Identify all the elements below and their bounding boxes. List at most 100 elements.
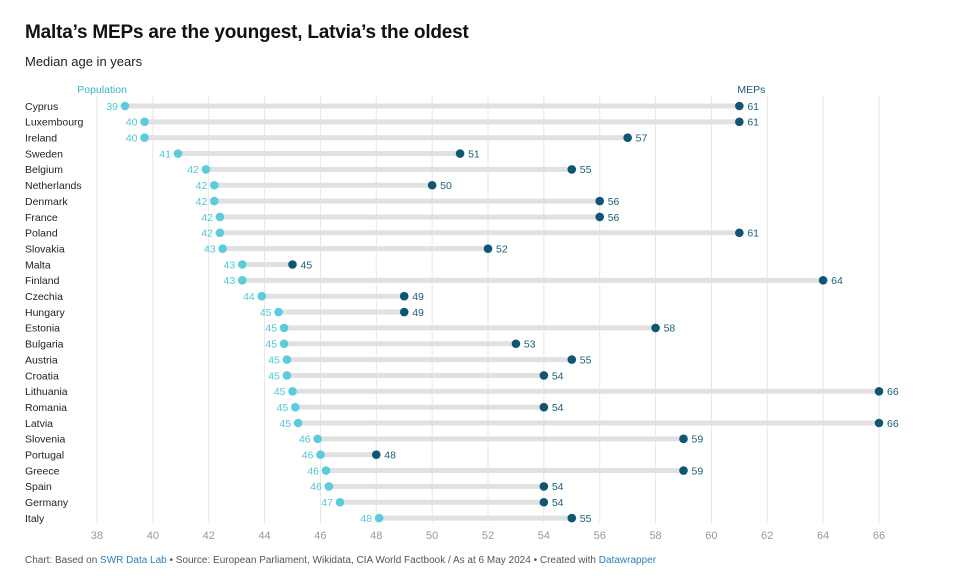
x-tick-label: 60 xyxy=(705,530,717,542)
meps-value-label: 56 xyxy=(608,196,620,208)
population-value-label: 46 xyxy=(310,481,322,493)
meps-value-label: 66 xyxy=(887,386,899,398)
x-tick-label: 44 xyxy=(258,530,270,542)
population-dot xyxy=(279,339,289,349)
population-value-label: 39 xyxy=(106,101,118,113)
meps-value-label: 53 xyxy=(524,339,536,351)
meps-dot xyxy=(651,323,660,333)
x-tick-label: 52 xyxy=(482,530,494,542)
meps-value-label: 54 xyxy=(552,402,564,414)
population-value-label: 42 xyxy=(201,228,213,240)
population-dot xyxy=(279,323,289,333)
x-tick-label: 38 xyxy=(91,530,103,542)
population-dot xyxy=(288,387,297,396)
meps-dot xyxy=(539,402,549,412)
datawrapper-link[interactable]: Datawrapper xyxy=(598,555,657,566)
country-label: Luxembourg xyxy=(25,117,84,129)
footer-source-text: • Source: European Parliament, Wikidata,… xyxy=(166,555,599,566)
population-value-label: 40 xyxy=(126,117,138,129)
x-tick-label: 48 xyxy=(370,530,382,542)
meps-dot xyxy=(874,418,884,428)
population-value-label: 43 xyxy=(204,243,216,255)
x-tick-label: 64 xyxy=(817,530,829,542)
population-dot xyxy=(215,212,225,222)
meps-value-label: 64 xyxy=(831,275,843,287)
meps-value-label: 66 xyxy=(887,418,899,430)
meps-value-label: 51 xyxy=(468,148,480,160)
meps-dot xyxy=(735,117,744,127)
population-value-label: 47 xyxy=(321,497,333,509)
meps-dot xyxy=(399,307,409,317)
population-value-label: 42 xyxy=(201,212,213,224)
population-dot xyxy=(210,196,219,206)
x-tick-label: 54 xyxy=(538,530,550,542)
population-value-label: 48 xyxy=(360,513,372,525)
x-tick-label: 62 xyxy=(761,530,773,542)
country-label: Finland xyxy=(25,275,60,287)
population-dot xyxy=(290,402,300,412)
meps-value-label: 54 xyxy=(552,481,564,493)
population-dot xyxy=(282,371,292,380)
meps-dot xyxy=(483,244,493,253)
population-value-label: 45 xyxy=(268,370,280,382)
meps-dot xyxy=(595,196,605,206)
meps-dot xyxy=(567,355,577,364)
population-dot xyxy=(257,291,267,301)
country-label: Slovenia xyxy=(25,434,65,446)
meps-dot xyxy=(539,371,549,380)
meps-value-label: 49 xyxy=(412,291,424,303)
x-tick-label: 66 xyxy=(873,530,885,542)
chart-title: Malta’s MEPs are the youngest, Latvia’s … xyxy=(25,22,469,43)
population-value-label: 43 xyxy=(224,275,236,287)
meps-value-label: 59 xyxy=(692,465,704,477)
meps-value-label: 54 xyxy=(552,497,564,509)
country-label: Germany xyxy=(25,497,69,509)
population-dot xyxy=(313,434,322,444)
country-label: Lithuania xyxy=(25,386,68,398)
meps-dot xyxy=(818,276,828,285)
meps-value-label: 54 xyxy=(552,370,564,382)
country-label: Bulgaria xyxy=(25,339,64,351)
meps-value-label: 52 xyxy=(496,243,508,255)
swr-data-lab-link[interactable]: SWR Data Lab xyxy=(100,555,167,566)
legend-population: Population xyxy=(77,84,127,96)
x-tick-label: 50 xyxy=(426,530,438,542)
meps-dot xyxy=(427,180,437,190)
country-label: France xyxy=(25,212,58,224)
meps-dot xyxy=(623,133,632,142)
meps-dot xyxy=(595,212,605,222)
x-tick-label: 56 xyxy=(594,530,606,542)
population-value-label: 41 xyxy=(159,148,171,160)
country-label: Italy xyxy=(25,513,45,525)
meps-value-label: 57 xyxy=(636,133,648,145)
population-value-label: 45 xyxy=(268,354,280,366)
country-label: Netherlands xyxy=(25,180,82,192)
population-value-label: 45 xyxy=(260,307,272,319)
country-label: Portugal xyxy=(25,450,64,462)
population-value-label: 45 xyxy=(274,386,286,398)
meps-dot xyxy=(874,387,884,396)
meps-dot xyxy=(567,513,577,523)
meps-value-label: 61 xyxy=(747,228,759,240)
population-dot xyxy=(210,180,219,190)
meps-dot xyxy=(399,291,409,301)
population-dot xyxy=(218,244,227,253)
meps-dot xyxy=(539,497,549,507)
country-label: Belgium xyxy=(25,164,63,176)
population-value-label: 44 xyxy=(243,291,255,303)
meps-value-label: 48 xyxy=(384,450,396,462)
country-label: Denmark xyxy=(25,196,68,208)
x-tick-label: 40 xyxy=(147,530,159,542)
chart-subtitle: Median age in years xyxy=(25,54,143,69)
population-dot xyxy=(237,276,247,285)
population-dot xyxy=(374,513,384,523)
population-dot xyxy=(140,117,149,127)
population-dot xyxy=(237,260,247,269)
meps-value-label: 55 xyxy=(580,354,592,366)
meps-dot xyxy=(539,482,549,491)
population-value-label: 45 xyxy=(277,402,289,414)
meps-value-label: 58 xyxy=(664,323,676,335)
country-label: Hungary xyxy=(25,307,65,319)
population-value-label: 46 xyxy=(302,450,314,462)
meps-value-label: 50 xyxy=(440,180,452,192)
